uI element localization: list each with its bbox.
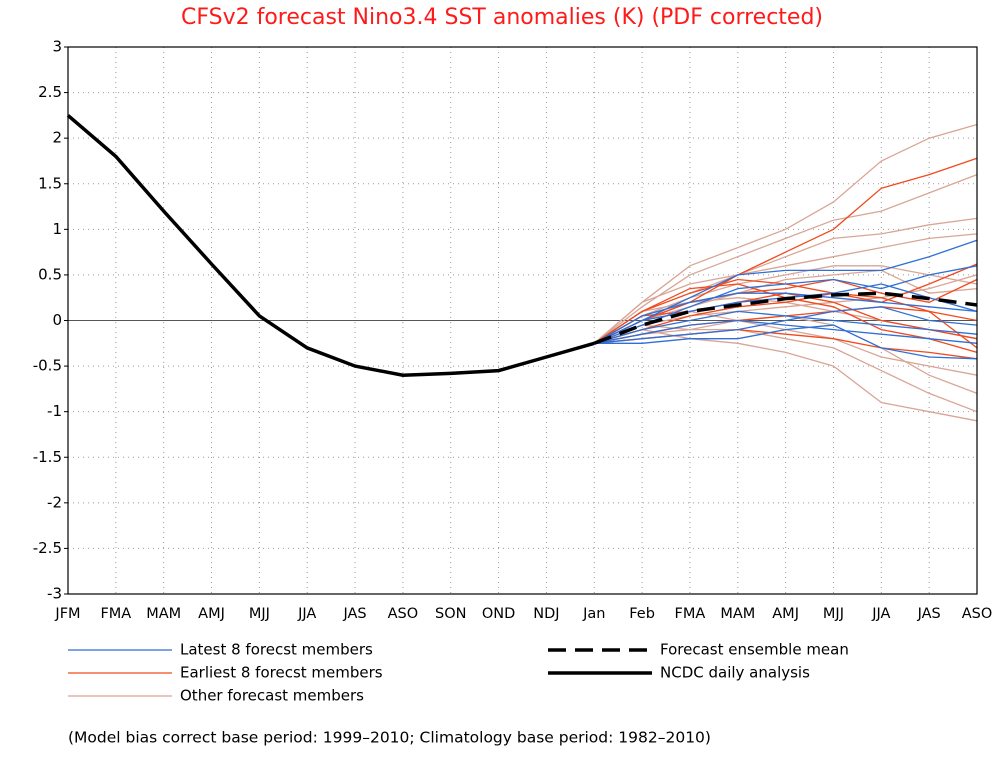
member-line	[593, 265, 978, 344]
y-tick-label: 2.5	[38, 83, 62, 101]
member-line	[594, 306, 978, 344]
x-tick-label: FMA	[675, 606, 706, 622]
member-line	[594, 328, 978, 360]
y-tick-label: 0.5	[38, 265, 62, 283]
x-tick-label: OND	[482, 606, 515, 622]
x-tick-label: AMJ	[772, 606, 799, 622]
member-line	[593, 233, 978, 344]
y-tick-label: 1.5	[38, 174, 62, 192]
x-tick-label: JJA	[297, 606, 316, 622]
legend-label: Other forecast members	[180, 687, 364, 705]
legend-label: Latest 8 forecst members	[180, 641, 373, 659]
legend-label: NCDC daily analysis	[660, 664, 810, 682]
series-line	[66, 114, 595, 377]
chart-title: CFSv2 forecast Nino3.4 SST anomalies (K)…	[181, 5, 823, 30]
x-tick-label: MJJ	[249, 606, 270, 622]
y-tick-label: -0.5	[33, 357, 62, 375]
x-tick-label: ASO	[388, 606, 419, 622]
x-tick-label: Feb	[629, 606, 655, 622]
x-tick-label: SON	[435, 606, 466, 622]
member-line	[593, 123, 978, 344]
y-tick-label: 3	[52, 38, 62, 56]
y-tick-label: -2.5	[33, 539, 62, 557]
y-tick-label: -1	[47, 402, 62, 420]
legend-label: Forecast ensemble mean	[660, 641, 849, 659]
member-line	[594, 278, 978, 344]
member-line	[594, 319, 978, 344]
x-tick-label: JAS	[917, 606, 941, 622]
x-tick-label: MJJ	[823, 606, 844, 622]
member-line	[594, 239, 978, 344]
y-tick-label: 1	[52, 220, 62, 238]
x-tick-label: ASO	[962, 606, 993, 622]
footnote: (Model bias correct base period: 1999–20…	[68, 729, 711, 747]
x-tick-label: JAS	[342, 606, 366, 622]
x-tick-label: MAM	[146, 606, 181, 622]
plot-frame	[67, 46, 978, 595]
x-tick-label: Jan	[582, 606, 605, 622]
x-tick-label: AMJ	[198, 606, 225, 622]
y-tick-label: 2	[52, 129, 62, 147]
x-tick-label: FMA	[100, 606, 131, 622]
member-line	[594, 292, 978, 349]
member-line	[594, 269, 978, 344]
y-tick-label: -2	[47, 493, 62, 511]
member-line	[593, 292, 978, 344]
member-line	[594, 310, 978, 344]
member-line	[594, 324, 978, 360]
y-tick-label: -3	[47, 585, 62, 603]
x-tick-label: NDJ	[533, 606, 559, 622]
y-tick-label: 0	[52, 311, 62, 329]
x-tick-label: JJA	[871, 606, 890, 622]
x-tick-label: JFM	[54, 606, 80, 622]
series-line	[593, 291, 978, 345]
x-tick-label: MAM	[720, 606, 755, 622]
legend-label: Earliest 8 forecst members	[180, 664, 383, 682]
y-tick-label: -1.5	[33, 448, 62, 466]
